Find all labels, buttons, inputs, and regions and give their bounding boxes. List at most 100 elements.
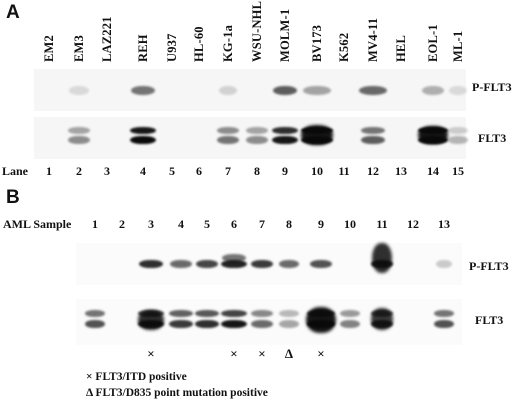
cross-marker: ×	[258, 346, 266, 361]
flt3-band-lower	[130, 136, 156, 144]
flt3-band-upper	[279, 309, 299, 317]
flt3-band-upper	[448, 126, 468, 134]
lane-number: 15	[452, 164, 464, 178]
flt3-band-upper	[195, 309, 219, 317]
flt3-band-lower	[246, 136, 268, 144]
p-flt3-band	[221, 260, 247, 268]
flt3-band-lower	[221, 320, 247, 328]
sample-number: 11	[376, 217, 388, 231]
lane-number: 12	[367, 164, 379, 178]
flt3-label-b: FLT3	[475, 313, 504, 327]
flt3-band-upper	[361, 126, 385, 134]
cell-line-label: EM3	[72, 35, 86, 62]
lane-number: 6	[196, 164, 202, 178]
sample-number: 6	[231, 217, 237, 231]
cell-line-label: K562	[337, 32, 351, 62]
p-flt3-band-upper	[222, 254, 246, 262]
p-flt3-label-a: P-FLT3	[472, 80, 512, 94]
flt3-band-upper	[221, 309, 247, 317]
flt3-band-upper	[85, 309, 105, 317]
flt3-band-lower	[434, 320, 454, 328]
legend-d835: Δ FLT3/D835 point mutation positive	[86, 387, 268, 399]
flt3-band-upper	[217, 126, 239, 134]
sample-number: 8	[286, 217, 292, 231]
flt3-band-lower	[217, 136, 239, 144]
lane-number: 14	[427, 164, 439, 178]
sample-number: 12	[407, 217, 419, 231]
flt3-band-upper	[251, 309, 273, 317]
flt3-band-upper	[272, 126, 298, 134]
lane-number: 13	[395, 164, 407, 178]
p-flt3-band	[219, 85, 237, 95]
flt3-band-lower	[68, 136, 90, 144]
flt3-blot-a	[34, 117, 466, 159]
p-flt3-band	[303, 85, 331, 95]
aml-sample-label: AML Sample	[3, 217, 72, 231]
sample-number: 3	[148, 217, 154, 231]
lane-number: 3	[104, 164, 110, 178]
flt3-band-strong	[301, 125, 333, 145]
panel-b-letter: B	[6, 187, 20, 208]
flt3-band-lower	[195, 320, 219, 328]
sample-number: 9	[318, 217, 324, 231]
panel-a-letter: A	[6, 2, 20, 23]
cell-line-label: MOLM-1	[278, 8, 292, 62]
flt3-band-upper	[434, 309, 454, 317]
cell-line-label: HL-60	[192, 26, 206, 62]
delta-marker: Δ	[284, 346, 294, 361]
flt3-band-upper	[130, 126, 156, 134]
cell-line-label: LAZ221	[100, 16, 114, 62]
flt3-band-strong	[306, 307, 336, 333]
lane-number: 2	[76, 164, 82, 178]
flt3-band-lower	[85, 320, 105, 328]
p-flt3-band	[273, 85, 297, 95]
p-flt3-blot-a	[34, 69, 466, 111]
lane-number: 10	[311, 164, 323, 178]
p-flt3-band	[251, 260, 273, 268]
cross-marker: ×	[147, 346, 155, 361]
cell-line-label: REH	[136, 34, 150, 62]
sample-number: 4	[178, 217, 184, 231]
p-flt3-band	[422, 85, 444, 95]
lane-number: 4	[140, 164, 146, 178]
lane-number: 8	[254, 164, 260, 178]
cell-line-label: EOL-1	[426, 24, 440, 62]
flt3-band-lower	[169, 320, 193, 328]
cell-line-label: KG-1a	[221, 24, 235, 62]
p-flt3-band	[449, 85, 467, 95]
flt3-band-upper	[68, 126, 90, 134]
sample-number: 1	[92, 217, 98, 231]
cell-line-label: EM2	[42, 35, 56, 62]
flt3-band-upper	[340, 309, 360, 317]
flt3-band-strong	[371, 308, 393, 330]
lane-number: 9	[282, 164, 288, 178]
flt3-band-lower	[361, 136, 385, 144]
flt3-band-upper	[169, 309, 193, 317]
p-flt3-band	[279, 260, 299, 268]
flt3-band-strong	[138, 310, 164, 330]
legend-itd: × FLT3/ITD positive	[86, 371, 187, 383]
flt3-band-strong	[418, 126, 448, 144]
cell-line-label: ML-1	[451, 30, 465, 62]
flt3-label-a: FLT3	[478, 131, 507, 145]
cross-marker: ×	[230, 346, 238, 361]
cell-line-label: HEL	[394, 35, 408, 62]
p-flt3-band	[131, 85, 155, 95]
p-flt3-band-strong	[372, 243, 392, 273]
cross-marker: ×	[317, 346, 325, 361]
sample-number: 2	[119, 217, 125, 231]
sample-number: 7	[259, 217, 265, 231]
flt3-band-lower	[251, 320, 273, 328]
p-flt3-band	[139, 260, 163, 268]
p-flt3-band	[196, 260, 218, 268]
lane-number: 7	[225, 164, 231, 178]
p-flt3-band	[359, 85, 387, 95]
p-flt3-label-b: P-FLT3	[469, 259, 509, 273]
sample-number: 13	[438, 217, 450, 231]
flt3-band-lower	[448, 136, 468, 144]
p-flt3-band	[69, 85, 89, 95]
lane-label: Lane	[2, 164, 29, 178]
lane-number: 5	[169, 164, 175, 178]
cell-line-label: U937	[165, 33, 179, 62]
flt3-band-lower	[340, 320, 360, 328]
